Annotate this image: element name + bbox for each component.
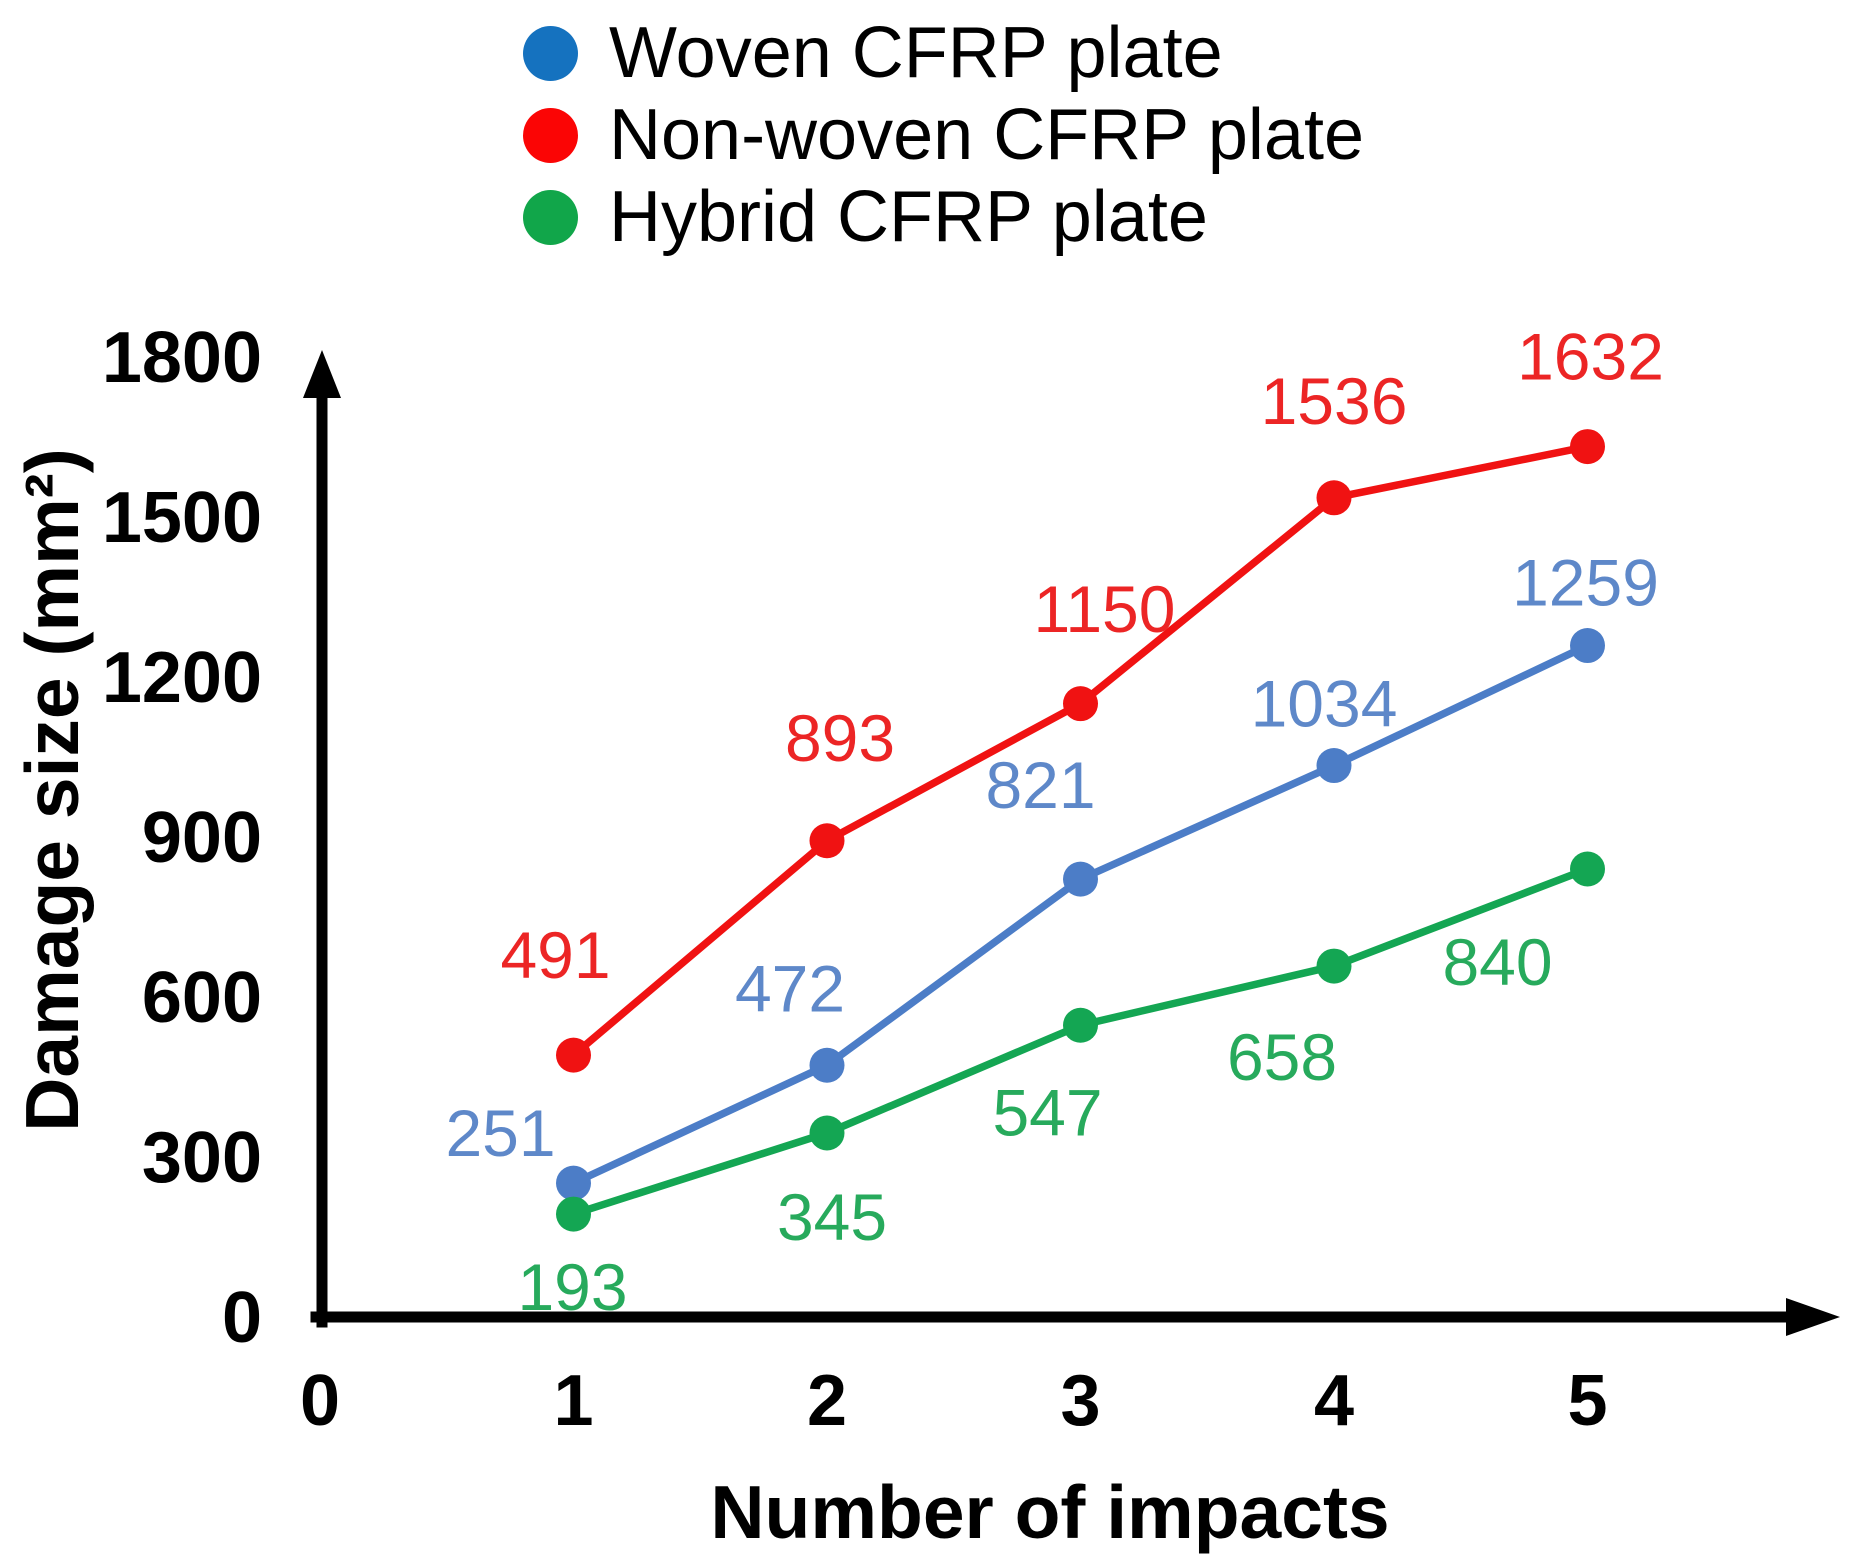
legend-label: Non-woven CFRP plate (609, 95, 1365, 175)
x-tick-label: 1 (553, 1361, 593, 1441)
y-tick-label: 300 (142, 1118, 262, 1198)
legend: Woven CFRP plate Non-woven CFRP plate Hybr… (523, 12, 1364, 258)
data-label: 1150 (1034, 572, 1176, 646)
y-tick-label: 900 (142, 798, 262, 878)
data-label: 472 (735, 951, 845, 1025)
data-label: 658 (1227, 1020, 1337, 1094)
legend-item: Non-woven CFRP plate (523, 94, 1364, 176)
x-axis-arrowhead-icon (1786, 1298, 1840, 1336)
data-point (1570, 429, 1605, 465)
data-point (809, 1115, 845, 1151)
data-point (556, 1196, 591, 1232)
x-tick-label: 2 (807, 1361, 847, 1441)
x-tick-label: 0 (300, 1361, 340, 1441)
data-label: 840 (1442, 925, 1552, 999)
data-label: 547 (992, 1075, 1102, 1149)
x-tick-label: 4 (1314, 1361, 1354, 1441)
data-point (1316, 748, 1352, 784)
y-tick-label: 1500 (102, 478, 262, 558)
data-point (556, 1165, 591, 1201)
x-axis-title: Number of impacts (710, 1470, 1390, 1554)
data-point (809, 1047, 845, 1083)
y-axis-arrowhead-icon (303, 350, 341, 398)
axes (303, 350, 1840, 1336)
legend-label: Hybrid CFRP plate (609, 177, 1208, 257)
data-point (1316, 480, 1352, 516)
legend-item: Hybrid CFRP plate (523, 176, 1364, 258)
data-label: 193 (517, 1250, 627, 1324)
data-label: 251 (445, 1096, 555, 1170)
data-point (1063, 1007, 1098, 1043)
y-tick-label: 1200 (102, 638, 262, 718)
x-tick-label: 3 (1060, 1361, 1100, 1441)
data-point (1316, 948, 1352, 984)
legend-color-dot-icon (523, 107, 578, 163)
x-tick-label: 5 (1567, 1361, 1607, 1441)
legend-label: Woven CFRP plate (609, 13, 1223, 93)
data-point (556, 1037, 591, 1073)
series-hybrid-cfrp-plate: 193 345 547 658 840 (517, 851, 1605, 1324)
data-point (1063, 686, 1098, 722)
series-woven-cfrp-plate: 251 472 821 1034 1259 (445, 546, 1659, 1201)
legend-item: Woven CFRP plate (523, 12, 1364, 94)
data-label: 1632 (1517, 320, 1664, 394)
y-tick-label: 1800 (102, 318, 262, 398)
legend-color-dot-icon (523, 25, 578, 81)
data-point (1570, 628, 1605, 664)
data-point (1063, 861, 1098, 897)
y-tick-label: 600 (142, 958, 262, 1038)
data-point (809, 823, 845, 859)
legend-color-dot-icon (523, 189, 578, 245)
data-label: 893 (785, 701, 895, 775)
data-label: 821 (985, 748, 1095, 822)
y-tick-label: 0 (222, 1278, 262, 1358)
data-label: 1259 (1512, 546, 1659, 620)
y-axis-title: Damage size (mm²) (10, 448, 94, 1132)
data-label: 345 (777, 1180, 887, 1254)
series-non-woven-cfrp-plate: 491 893 1150 1536 1632 (500, 320, 1664, 1073)
data-label: 1536 (1261, 364, 1408, 438)
data-label: 1034 (1251, 667, 1398, 741)
data-point (1570, 851, 1605, 887)
data-label: 491 (500, 918, 610, 992)
